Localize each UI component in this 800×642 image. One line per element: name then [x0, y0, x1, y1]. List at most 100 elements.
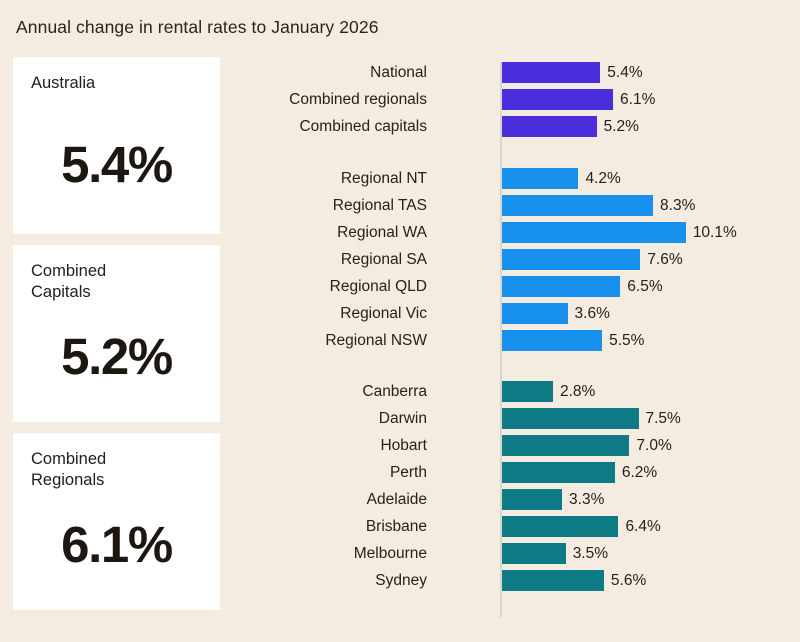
bar-track: [502, 489, 563, 510]
bar-category-label: National: [370, 64, 427, 81]
bar-fill: [502, 516, 619, 537]
chart-axis-line: [500, 62, 502, 617]
summary-card-value: 6.1%: [61, 516, 173, 573]
bar-category-label: Combined regionals: [289, 91, 427, 108]
bar-value-label: 7.0%: [636, 437, 672, 454]
bar-row: Regional NSW 5.5%: [240, 330, 800, 357]
bar-category-label: Regional Vic: [340, 305, 427, 322]
bar-track: [502, 543, 566, 564]
bar-category-label: Melbourne: [353, 545, 427, 562]
summary-card-value: 5.4%: [61, 136, 173, 193]
bar-chart: National 5.4% Combined regionals 6.1% Combin…: [240, 57, 800, 627]
bar-fill: [502, 89, 614, 110]
bar-value-label: 7.5%: [645, 410, 681, 427]
bar-category-label: Regional TAS: [332, 197, 427, 214]
bar-fill: [502, 381, 553, 402]
bar-fill: [502, 116, 597, 137]
summary-cards: Australia 5.4% Combined Capitals 5.2% Co…: [13, 57, 220, 610]
bar-track: [502, 408, 639, 429]
bar-track: [502, 116, 597, 137]
summary-card-value: 5.2%: [61, 328, 173, 385]
summary-card-label: Combined Regionals: [31, 450, 107, 489]
bar-value-label: 3.6%: [574, 305, 610, 322]
bar-fill: [502, 195, 654, 216]
summary-card-australia: Australia 5.4%: [13, 57, 220, 234]
bar-value-label: 3.3%: [569, 491, 605, 508]
bar-category-label: Regional SA: [340, 251, 427, 268]
bar-value-label: 3.5%: [572, 545, 609, 562]
bar-value-label: 8.3%: [660, 197, 696, 214]
bar-row: Brisbane 6.4%: [240, 516, 800, 543]
bar-track: [502, 381, 553, 402]
bar-value-label: 6.1%: [620, 91, 656, 108]
bar-fill: [502, 303, 568, 324]
bar-category-label: Brisbane: [365, 518, 427, 535]
bar-value-label: 5.4%: [607, 64, 643, 81]
bar-category-label: Regional WA: [337, 224, 427, 241]
bar-category-label: Regional NT: [340, 170, 427, 187]
bar-value-label: 2.8%: [559, 383, 596, 400]
bar-fill: [502, 276, 621, 297]
bar-track: [502, 62, 601, 83]
bar-category-label: Perth: [389, 464, 427, 481]
bar-value-label: 7.6%: [647, 251, 683, 268]
bar-category-label: Regional QLD: [329, 278, 427, 295]
bar-fill: [502, 408, 639, 429]
bar-category-label: Hobart: [380, 437, 427, 454]
bar-fill: [502, 462, 615, 483]
bar-track: [502, 303, 568, 324]
bar-row: National 5.4%: [240, 62, 800, 89]
bar-category-label: Canberra: [362, 383, 427, 400]
bar-group-capital: Canberra 2.8% Darwin 7.5% Hobart 7.0% Perth 6.2…: [240, 381, 800, 597]
bar-fill: [502, 570, 604, 591]
bar-row: Combined capitals 5.2%: [240, 116, 800, 143]
summary-card-combined-capitals: Combined Capitals 5.2%: [13, 245, 220, 422]
bar-fill: [502, 168, 579, 189]
bar-row: Regional QLD 6.5%: [240, 276, 800, 303]
bar-category-label: Darwin: [378, 410, 427, 427]
page-title: Annual change in rental rates to January…: [16, 17, 379, 37]
bar-fill: [502, 222, 686, 243]
bar-row: Melbourne 3.5%: [240, 543, 800, 570]
bar-row: Adelaide 3.3%: [240, 489, 800, 516]
bar-category-label: Regional NSW: [325, 332, 427, 349]
bar-track: [502, 435, 630, 456]
bar-value-label: 6.2%: [621, 464, 658, 481]
summary-card-label: Combined Capitals: [31, 262, 107, 301]
bar-track: [502, 276, 621, 297]
bar-track: [502, 195, 654, 216]
bar-row: Canberra 2.8%: [240, 381, 800, 408]
bar-value-label: 5.5%: [609, 332, 645, 349]
bar-group-headline: National 5.4% Combined regionals 6.1% Combin…: [240, 62, 800, 143]
bar-fill: [502, 543, 566, 564]
bar-row: Regional NT 4.2%: [240, 168, 800, 195]
bar-category-label: Sydney: [375, 572, 427, 589]
bar-value-label: 6.5%: [627, 278, 663, 295]
bar-row: Regional WA 10.1%: [240, 222, 800, 249]
bar-row: Regional TAS 8.3%: [240, 195, 800, 222]
bar-category-label: Adelaide: [366, 491, 427, 508]
bar-track: [502, 89, 614, 110]
bar-fill: [502, 435, 630, 456]
bar-track: [502, 570, 604, 591]
bar-row: Regional Vic 3.6%: [240, 303, 800, 330]
bar-row: Hobart 7.0%: [240, 435, 800, 462]
bar-row: Regional SA 7.6%: [240, 249, 800, 276]
bar-value-label: 5.6%: [610, 572, 647, 589]
bar-track: [502, 330, 603, 351]
bar-value-label: 5.2%: [603, 118, 639, 135]
bar-fill: [502, 62, 601, 83]
bar-track: [502, 462, 615, 483]
bar-row: Perth 6.2%: [240, 462, 800, 489]
bar-value-label: 10.1%: [692, 224, 737, 241]
summary-card-combined-regionals: Combined Regionals 6.1%: [13, 433, 220, 610]
bar-group-regional: Regional NT 4.2% Regional TAS 8.3% Regional …: [240, 168, 800, 357]
bar-row: Darwin 7.5%: [240, 408, 800, 435]
bar-track: [502, 168, 579, 189]
summary-card-label: Australia: [31, 74, 96, 92]
bar-track: [502, 516, 619, 537]
bar-track: [502, 222, 686, 243]
bar-fill: [502, 489, 563, 510]
bar-category-label: Combined capitals: [299, 118, 427, 135]
bar-row: Combined regionals 6.1%: [240, 89, 800, 116]
